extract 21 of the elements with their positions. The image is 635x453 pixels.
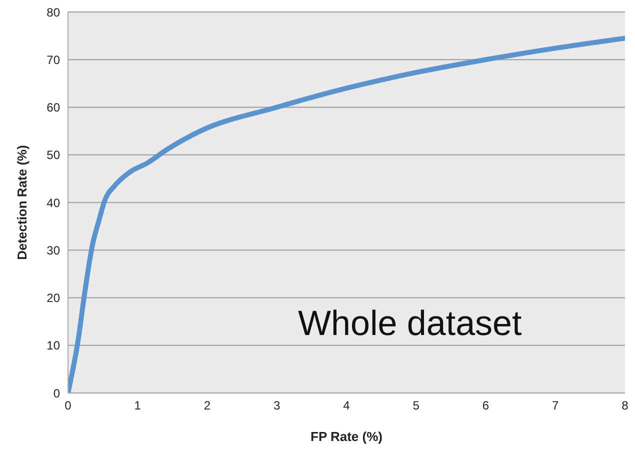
x-tick-label: 2 — [204, 398, 211, 413]
x-tick-label: 1 — [134, 398, 142, 413]
y-tick-label: 0 — [53, 386, 60, 400]
x-tick-label: 0 — [64, 398, 72, 413]
x-tick-label: 8 — [622, 398, 629, 413]
x-tick-label: 5 — [412, 398, 420, 413]
y-tick-label: 80 — [46, 5, 60, 20]
x-tick-label: 4 — [343, 398, 350, 413]
y-tick-label: 10 — [46, 338, 60, 353]
x-tick-label: 7 — [552, 398, 560, 413]
x-tick-label: 6 — [482, 398, 490, 413]
y-tick-label: 60 — [46, 100, 60, 115]
y-tick-label: 20 — [46, 291, 60, 306]
x-axis-title: FP Rate (%) — [310, 429, 382, 444]
y-tick-label: 70 — [46, 52, 60, 67]
annotation: Whole dataset — [298, 304, 522, 344]
y-tick-label: 30 — [46, 243, 60, 258]
y-axis-title: Detection Rate (%) — [14, 145, 30, 260]
y-tick-label: 40 — [46, 196, 60, 210]
y-tick-label: 50 — [46, 148, 60, 162]
x-tick-label: 3 — [274, 398, 281, 413]
